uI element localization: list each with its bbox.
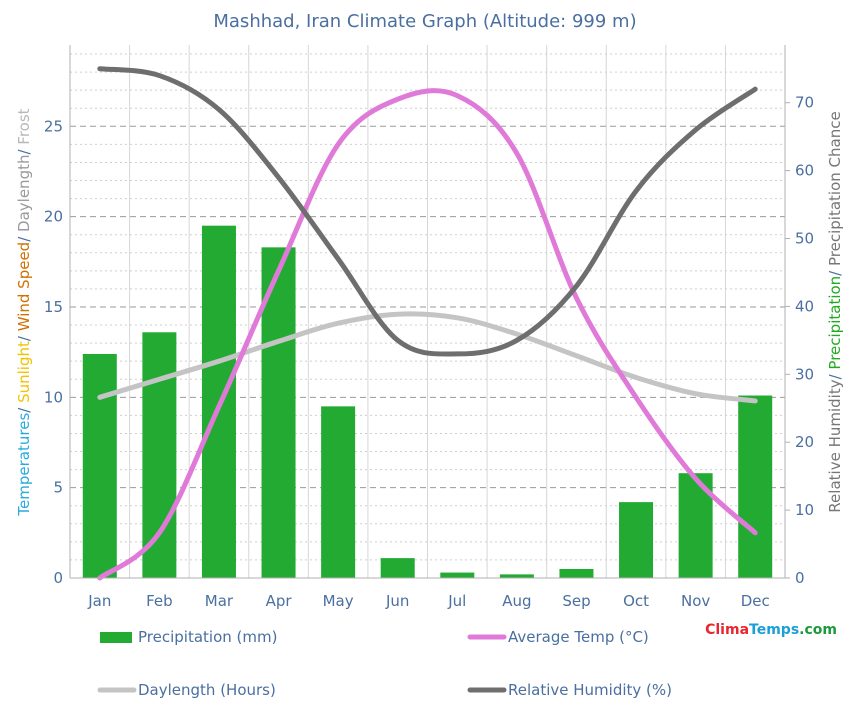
- axis-label-part: Precipitation: [826, 276, 844, 370]
- precipitation-bar: [619, 502, 654, 578]
- left-tick-label: 0: [53, 569, 63, 587]
- right-tick-label: 50: [795, 230, 814, 248]
- precipitation-bar: [499, 574, 534, 578]
- precipitation-bar: [82, 353, 117, 578]
- x-tick-label: Jul: [447, 592, 466, 610]
- axis-label-part: Frost: [15, 108, 33, 144]
- axis-label-part: Daylength: [15, 155, 33, 232]
- axis-label-part: /: [15, 232, 33, 242]
- legend-label: Precipitation (mm): [138, 628, 277, 646]
- right-tick-label: 10: [795, 501, 814, 519]
- left-axis-label: Temperatures/ Sunlight/ Wind Speed/ Dayl…: [15, 108, 33, 516]
- axis-label-part: Precipitation Chance: [826, 111, 844, 266]
- legend-label: Daylength (Hours): [138, 681, 276, 699]
- x-tick-label: Dec: [741, 592, 770, 610]
- logo-part: Temps: [749, 622, 799, 638]
- precipitation-bar: [738, 395, 773, 578]
- axis-label-part: Temperatures: [15, 413, 33, 517]
- x-tick-label: Jun: [385, 592, 409, 610]
- legend-swatch-precipitation: [100, 632, 132, 643]
- left-tick-label: 20: [44, 208, 63, 226]
- climatemps-logo: ClimaTemps.com: [705, 622, 837, 638]
- right-tick-label: 70: [795, 94, 814, 112]
- legend: Precipitation (mm) Average Temp (°C) Dayle…: [97, 628, 672, 699]
- right-tick-label: 30: [795, 365, 814, 383]
- axis-label-part: Sunlight: [15, 341, 33, 403]
- x-tick-label: Feb: [146, 592, 173, 610]
- logo-part: Clima: [705, 622, 749, 638]
- x-tick-label: Mar: [205, 592, 234, 610]
- left-tick-label: 5: [53, 479, 63, 497]
- axis-label-part: Relative Humidity: [826, 379, 844, 512]
- right-axis-label: Relative Humidity/ Precipitation/ Precip…: [826, 111, 844, 512]
- right-tick-label: 20: [795, 433, 814, 451]
- chart-title: Mashhad, Iran Climate Graph (Altitude: 9…: [213, 11, 636, 32]
- x-tick-label: Sep: [562, 592, 590, 610]
- right-tick-label: 40: [795, 297, 814, 315]
- axis-label-part: /: [15, 331, 33, 341]
- x-tick-label: Nov: [681, 592, 710, 610]
- relative-humidity-line: [97, 66, 758, 357]
- precipitation-bar: [321, 406, 356, 578]
- x-tick-label: Oct: [623, 592, 649, 610]
- precipitation-bar: [142, 332, 177, 578]
- x-tick-label: Apr: [266, 592, 293, 610]
- precipitation-bar: [261, 247, 296, 579]
- x-tick-label: Aug: [502, 592, 531, 610]
- axis-label-part: /: [826, 266, 844, 276]
- axis-label-part: /: [826, 370, 844, 380]
- left-tick-label: 15: [44, 298, 63, 316]
- series-lines: [97, 66, 758, 581]
- x-tick-label: May: [323, 592, 354, 610]
- right-tick-label: 60: [795, 162, 814, 180]
- left-tick-label: 10: [44, 388, 63, 406]
- axis-label-part: /: [15, 145, 33, 155]
- daylength-line: [97, 311, 758, 404]
- logo-part: .com: [799, 622, 837, 638]
- precipitation-bar: [380, 558, 415, 578]
- x-tick-label: Jan: [87, 592, 111, 610]
- left-tick-label: 25: [44, 117, 63, 135]
- axis-label-part: /: [15, 403, 33, 413]
- precipitation-bar: [440, 572, 475, 578]
- legend-label: Average Temp (°C): [508, 628, 649, 646]
- right-tick-label: 0: [795, 569, 805, 587]
- legend-label: Relative Humidity (%): [508, 681, 672, 699]
- axis-label-part: Wind Speed: [15, 242, 33, 332]
- precipitation-bar: [559, 568, 594, 578]
- axes: 0 5 10 15 20 25 0 10 20 30 40 50 60 70 Jan Feb Mar Apr May…: [44, 45, 814, 610]
- average-temp-line: [97, 88, 758, 581]
